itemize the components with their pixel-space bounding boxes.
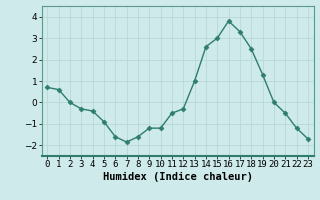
X-axis label: Humidex (Indice chaleur): Humidex (Indice chaleur) [103,172,252,182]
